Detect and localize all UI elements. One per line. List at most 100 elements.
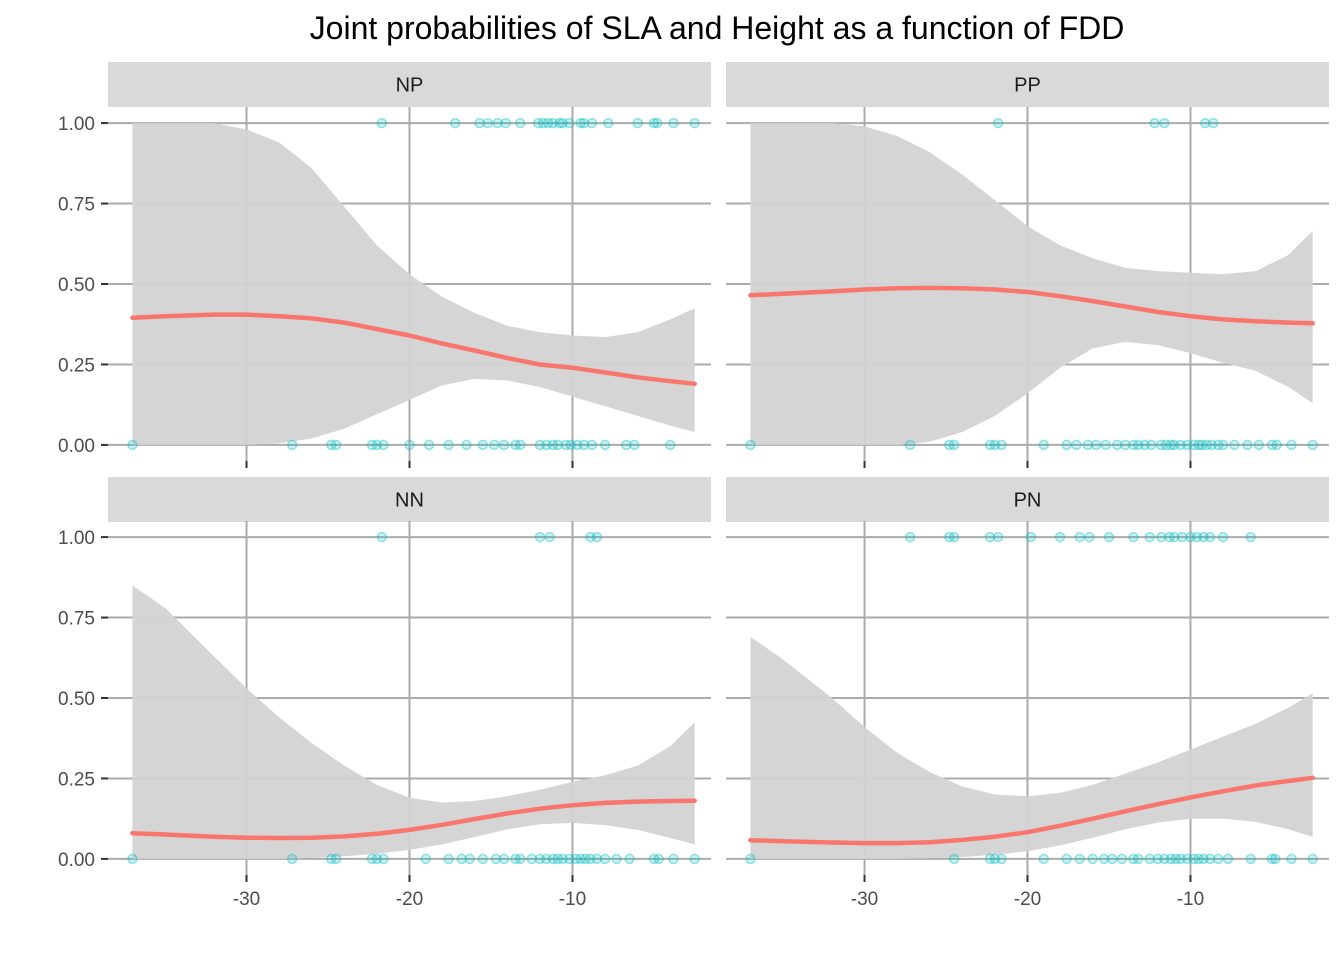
panels-layer: NP 0.00 0.25 0.50 0.75 1.00 PP NN 0.00 0.25 0.50 0.… [58, 62, 1329, 910]
data-point [326, 853, 337, 865]
data-point [624, 853, 635, 865]
data-point [482, 117, 493, 129]
data-point [1090, 439, 1102, 451]
data-point [376, 531, 388, 543]
data-point [477, 853, 489, 865]
data-point [585, 853, 596, 865]
data-point [570, 853, 581, 865]
y-tick-label: 0.00 [58, 850, 95, 871]
data-point [1159, 853, 1170, 865]
data-point [1074, 531, 1085, 543]
data-point [1160, 439, 1172, 451]
data-point [1144, 531, 1155, 543]
data-point [371, 439, 383, 451]
confidence-band [132, 585, 695, 859]
data-point [420, 853, 432, 865]
data-point [992, 531, 1004, 543]
data-point [629, 439, 640, 451]
data-point [984, 439, 996, 451]
data-point [547, 439, 559, 451]
data-point [668, 117, 679, 129]
data-point [1128, 439, 1139, 451]
data-point [1164, 531, 1175, 543]
data-point [1144, 853, 1155, 865]
data-point [1242, 439, 1253, 451]
data-point [1266, 439, 1278, 451]
fitted-curve [130, 312, 697, 387]
fitted-curve [130, 798, 697, 841]
data-point [474, 117, 485, 129]
data-point [1286, 853, 1297, 865]
data-point [586, 439, 598, 451]
y-tick-label: 1.00 [58, 114, 95, 135]
data-point [330, 853, 342, 865]
data-point [585, 531, 596, 543]
data-point [464, 853, 476, 865]
data-point [1222, 853, 1234, 865]
data-point [541, 853, 552, 865]
data-point [996, 439, 1007, 451]
data-point [948, 531, 960, 543]
data-point [534, 531, 546, 543]
data-point [1149, 117, 1160, 129]
data-point [1204, 853, 1216, 865]
x-tick-label: -20 [396, 889, 423, 910]
y-tick-label: 1.00 [58, 528, 95, 549]
data-point [488, 439, 500, 451]
facet-strip [108, 62, 711, 107]
data-point [443, 439, 454, 451]
data-point [1269, 853, 1281, 865]
data-point [515, 853, 526, 865]
data-point [689, 853, 700, 865]
data-point [611, 853, 622, 865]
data-point [648, 853, 660, 865]
data-point [510, 853, 521, 865]
fitted-curve [748, 285, 1315, 326]
facet-strip-label: PP [1014, 75, 1041, 97]
data-point [560, 439, 572, 451]
data-point [1071, 439, 1082, 451]
data-point [1128, 853, 1139, 865]
data-point [575, 853, 586, 865]
data-point [1054, 531, 1066, 543]
facet-panel-pn: PN -30 -20 -10 [726, 477, 1329, 910]
data-point [996, 853, 1007, 865]
data-point [1286, 439, 1297, 451]
data-point [1082, 439, 1094, 451]
data-point [745, 439, 756, 451]
data-point [1061, 853, 1072, 865]
data-point [1038, 853, 1050, 865]
data-point [404, 439, 415, 451]
data-point [1170, 853, 1182, 865]
data-point [1103, 531, 1115, 543]
data-point [534, 853, 546, 865]
data-point [1106, 853, 1118, 865]
data-point [1193, 853, 1204, 865]
data-point [1204, 531, 1216, 543]
data-point [984, 853, 996, 865]
data-point [599, 439, 611, 451]
data-point [1084, 531, 1095, 543]
data-point [653, 853, 665, 865]
data-point [498, 853, 510, 865]
data-point [1229, 439, 1240, 451]
data-point [1181, 853, 1193, 865]
facet-strip-label: NN [395, 490, 424, 512]
data-point [492, 117, 503, 129]
data-point [578, 117, 590, 129]
data-point [1208, 117, 1219, 129]
facet-strip [726, 62, 1329, 107]
data-point [632, 117, 643, 129]
data-point [552, 853, 564, 865]
data-point [127, 853, 138, 865]
data-point [992, 117, 1004, 129]
data-point [1025, 531, 1037, 543]
data-point [1199, 117, 1211, 129]
data-point [542, 117, 554, 129]
data-point [378, 853, 389, 865]
data-point [443, 853, 454, 865]
data-point [563, 117, 575, 129]
data-point [371, 853, 383, 865]
data-point [461, 439, 472, 451]
